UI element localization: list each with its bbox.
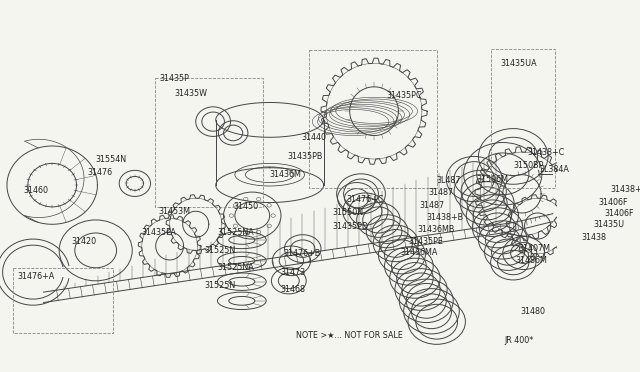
Text: 31486M: 31486M	[515, 256, 547, 265]
Text: 31435PB: 31435PB	[287, 152, 323, 161]
Text: 31436MB: 31436MB	[417, 225, 455, 234]
Text: 3150BP: 3150BP	[513, 161, 543, 170]
Text: 31468: 31468	[280, 285, 305, 294]
Text: 31406F: 31406F	[605, 209, 634, 218]
Text: 31525NA: 31525NA	[218, 228, 254, 237]
Text: 31473: 31473	[280, 267, 305, 277]
Text: 31450: 31450	[233, 202, 259, 211]
Text: 31435PE: 31435PE	[409, 237, 444, 246]
Text: 31438+A: 31438+A	[611, 185, 640, 194]
Text: 31435P: 31435P	[159, 74, 189, 83]
Text: 31438: 31438	[581, 233, 606, 242]
Text: 31453M: 31453M	[158, 207, 190, 216]
Text: 31476+B: 31476+B	[284, 249, 321, 258]
Text: 31550N: 31550N	[332, 208, 364, 218]
Text: 31480: 31480	[520, 307, 545, 316]
Text: 31435W: 31435W	[174, 89, 207, 98]
Text: 31476+A: 31476+A	[17, 272, 54, 281]
Text: 31435PD: 31435PD	[332, 221, 368, 231]
Text: 31460: 31460	[24, 186, 49, 195]
Text: 31406F: 31406F	[598, 198, 628, 207]
Text: 3L384A: 3L384A	[540, 165, 569, 174]
Text: 31476+C: 31476+C	[346, 195, 383, 205]
Text: 31435UA: 31435UA	[500, 59, 537, 68]
Text: 31435PC: 31435PC	[386, 91, 422, 100]
Text: 31436MA: 31436MA	[400, 248, 438, 257]
Text: 3L487: 3L487	[436, 176, 461, 185]
Text: NOTE >★... NOT FOR SALE: NOTE >★... NOT FOR SALE	[296, 331, 403, 340]
Text: 31435U: 31435U	[593, 220, 625, 229]
Text: 31487: 31487	[428, 189, 453, 198]
Text: 31420: 31420	[71, 237, 97, 246]
Text: JR 400*: JR 400*	[504, 336, 534, 345]
Text: 31554N: 31554N	[96, 154, 127, 164]
Text: 31438+C: 31438+C	[527, 148, 564, 157]
Text: 31440: 31440	[302, 133, 327, 142]
Text: 31435PA: 31435PA	[141, 228, 176, 237]
Text: 31525N: 31525N	[204, 280, 236, 290]
Text: 31487: 31487	[419, 201, 444, 210]
Text: 31525NA: 31525NA	[218, 263, 254, 272]
Text: 31436M: 31436M	[269, 170, 301, 179]
Text: 31506M: 31506M	[477, 174, 509, 183]
Text: 31476: 31476	[87, 167, 112, 177]
Text: 31438+B: 31438+B	[426, 213, 463, 222]
Text: 31525N: 31525N	[204, 246, 236, 255]
Text: 31407M: 31407M	[518, 244, 550, 253]
